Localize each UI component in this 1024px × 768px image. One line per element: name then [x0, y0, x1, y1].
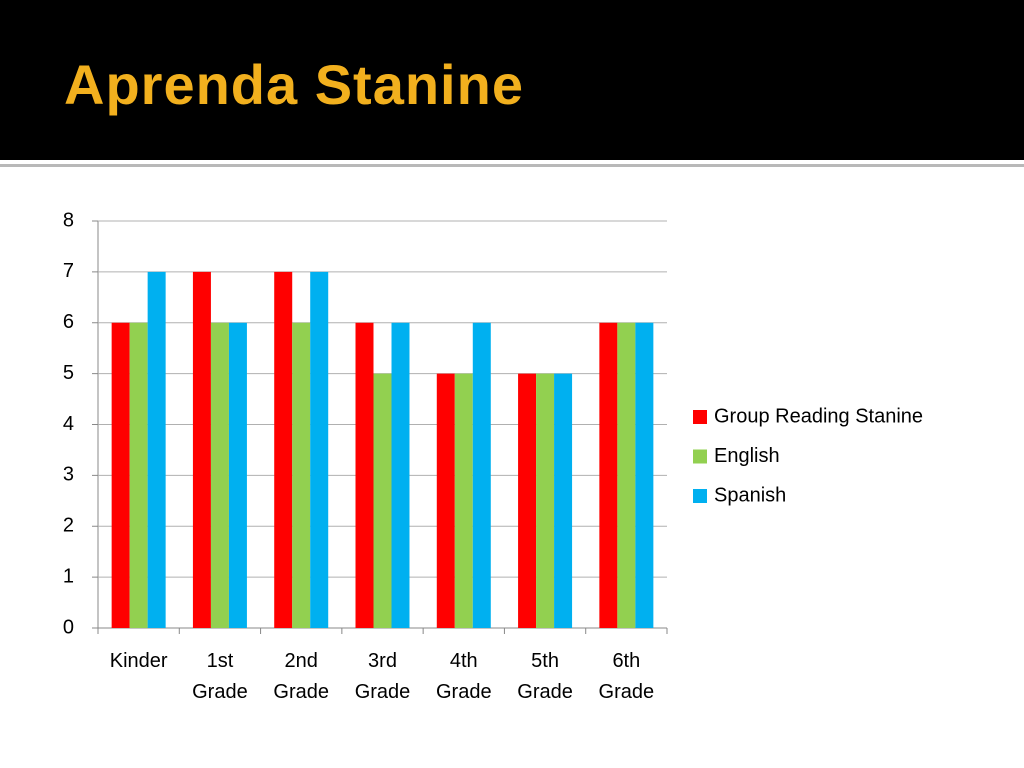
- x-tick-label: 5th Grade: [517, 650, 573, 703]
- legend-label: Spanish: [714, 484, 786, 506]
- y-tick-label: 0: [63, 616, 74, 638]
- bar: [518, 373, 537, 628]
- bar: [472, 322, 491, 628]
- y-tick-label: 2: [63, 515, 74, 537]
- bar: [210, 322, 229, 628]
- header-band: [0, 0, 1024, 160]
- bar: [111, 322, 130, 628]
- legend-swatch: [693, 410, 707, 424]
- legend-label: Group Reading Stanine: [714, 405, 923, 427]
- legend-swatch: [693, 489, 707, 503]
- x-tick-label: 6th Grade: [598, 650, 655, 703]
- bar: [192, 271, 211, 628]
- bar: [554, 373, 573, 628]
- x-tick-label: Kinder: [109, 650, 168, 672]
- header-rule: [0, 164, 1024, 167]
- bar: [147, 271, 166, 628]
- x-tick-label: 3rd Grade: [354, 650, 411, 703]
- bar: [436, 373, 455, 628]
- bar: [454, 373, 473, 628]
- bar: [635, 322, 654, 628]
- bar: [536, 373, 555, 628]
- y-tick-label: 1: [63, 565, 74, 587]
- bar: [617, 322, 636, 628]
- bar: [373, 373, 392, 628]
- y-tick-label: 5: [63, 362, 74, 384]
- y-tick-label: 8: [63, 209, 74, 231]
- bar: [129, 322, 148, 628]
- y-tick-label: 4: [63, 413, 74, 435]
- bar: [391, 322, 410, 628]
- legend-label: English: [714, 445, 780, 467]
- bar: [292, 322, 311, 628]
- bar: [310, 271, 329, 628]
- bar: [355, 322, 374, 628]
- x-tick-label: 4th Grade: [435, 650, 492, 703]
- y-tick-label: 7: [63, 260, 74, 282]
- x-tick-label: 2nd Grade: [273, 650, 329, 703]
- bar: [274, 271, 293, 628]
- slide-title: Aprenda Stanine: [64, 53, 524, 116]
- bar: [228, 322, 247, 628]
- y-tick-label: 6: [63, 311, 74, 333]
- y-tick-label: 3: [63, 464, 74, 486]
- bar: [599, 322, 618, 628]
- legend-swatch: [693, 449, 707, 464]
- x-tick-label: 1st Grade: [192, 650, 248, 703]
